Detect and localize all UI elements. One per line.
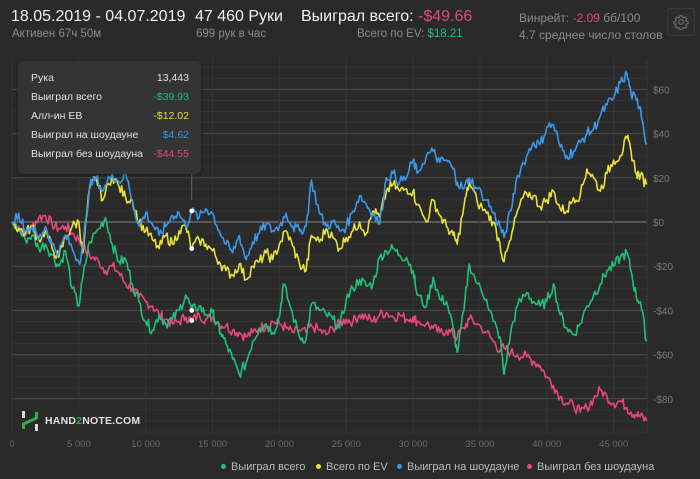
hand2note-logo: HAND2NOTE.COM	[18, 409, 140, 433]
hover-tooltip: Рука 13,443 Выиграл всего -$39.93 Алл-ин…	[18, 61, 201, 174]
y-tick-label: -$20	[653, 262, 673, 273]
tooltip-label: Рука	[31, 72, 54, 84]
x-tick-label: 20 000	[265, 439, 294, 450]
y-tick-label: -$80	[653, 395, 673, 406]
y-tick-label: $0	[653, 218, 665, 229]
tooltip-value: $4.62	[162, 129, 189, 141]
legend-item-showdown[interactable]: Выиграл на шоудауне	[397, 461, 519, 473]
legend-item-won-total[interactable]: Выиграл всего	[221, 461, 305, 473]
chart-legend: Выиграл всего Всего по EV Выиграл на шоу…	[0, 461, 700, 475]
y-tick-label: $60	[653, 85, 670, 96]
winrate: Винрейт: -2.09 бб/100	[519, 11, 640, 25]
winrate-value: -2.09	[572, 11, 600, 25]
y-tick-label: $40	[653, 130, 670, 141]
x-tick-label: 35 000	[465, 439, 494, 450]
tooltip-value: -$12.02	[153, 110, 189, 122]
legend-item-ev[interactable]: Всего по EV	[316, 461, 388, 473]
hover-point	[189, 208, 195, 214]
hover-point	[189, 308, 195, 313]
winrate-label: Винрейт:	[519, 11, 570, 25]
tooltip-label: Выиграл всего	[31, 91, 102, 103]
legend-dot	[316, 463, 321, 469]
tooltip-row-allin-ev: Алл-ин EB -$12.02	[31, 110, 189, 128]
series-line-3	[11, 214, 648, 422]
tooltip-row-won-total: Выиграл всего -$39.93	[31, 91, 189, 109]
won-total-label: Выиграл всего:	[301, 8, 414, 25]
tooltip-value: -$44.55	[153, 148, 189, 160]
ev-total: Всего по EV: $18.21	[357, 28, 463, 40]
x-tick-label: 40 000	[532, 439, 561, 450]
hands-count: 47 460 Руки	[195, 8, 283, 25]
legend-item-non-showdown[interactable]: Выиграл без шоудауна	[527, 461, 654, 473]
series-line-2	[11, 70, 648, 266]
y-tick-label: -$60	[653, 351, 673, 362]
ev-value: $18.21	[427, 28, 463, 40]
won-total-value: -$49.66	[418, 8, 473, 25]
series-line-0	[11, 216, 648, 379]
winrate-unit: бб/100	[603, 11, 641, 25]
tooltip-label: Выиграл без шоудауна	[31, 148, 143, 160]
legend-dot	[397, 463, 402, 469]
tooltip-row-non-showdown: Выиграл без шоудауна -$44.55	[31, 148, 189, 166]
hover-point	[189, 246, 195, 251]
legend-dot	[221, 463, 226, 469]
series-line-1	[11, 134, 648, 281]
stats-header: 18.05.2019 - 04.07.2019 Активен 67ч 50м …	[0, 0, 700, 50]
hand2note-logo-icon	[22, 411, 38, 431]
x-tick-label: 45 000	[599, 439, 628, 450]
x-axis: 0 5 000 10 000 15 000 20 000 25 000 30 000 35 0…	[9, 439, 628, 450]
tooltip-row-hand: Рука 13,443	[31, 72, 189, 90]
y-axis: $60 $40 $20 $0 -$20 -$40 -$60 -$80	[653, 85, 673, 405]
logo-text: HAND2NOTE.COM	[45, 415, 141, 427]
hover-point	[189, 318, 195, 323]
active-time: Активен 67ч 50м	[12, 28, 102, 40]
tooltip-label: Выиграл на шоудауне	[31, 129, 139, 141]
y-tick-label: -$40	[653, 306, 673, 317]
settings-button[interactable]	[667, 8, 695, 36]
tooltip-value: 13,443	[156, 72, 189, 84]
legend-dot	[527, 463, 532, 469]
ev-label: Всего по EV:	[357, 28, 425, 40]
series-lines	[11, 70, 648, 422]
tooltip-label: Алл-ин EB	[31, 110, 83, 122]
avg-tables: 4.7 среднее число столов	[519, 28, 663, 42]
x-tick-label: 15 000	[198, 439, 227, 450]
x-tick-label: 30 000	[399, 439, 428, 450]
gear-icon	[673, 15, 689, 30]
tooltip-value: -$39.93	[153, 91, 189, 103]
x-tick-label: 10 000	[131, 439, 160, 450]
won-total: Выиграл всего: -$49.66	[301, 8, 472, 26]
x-tick-label: 0	[9, 439, 14, 450]
tooltip-row-showdown: Выиграл на шоудауне $4.62	[31, 129, 189, 147]
hands-per-hour: 699 рук в час	[196, 28, 267, 40]
date-range: 18.05.2019 - 04.07.2019	[11, 8, 186, 25]
x-tick-label: 25 000	[332, 439, 361, 450]
x-tick-label: 5 000	[67, 439, 91, 450]
y-tick-label: $20	[653, 174, 670, 185]
hover-markers	[189, 174, 195, 323]
